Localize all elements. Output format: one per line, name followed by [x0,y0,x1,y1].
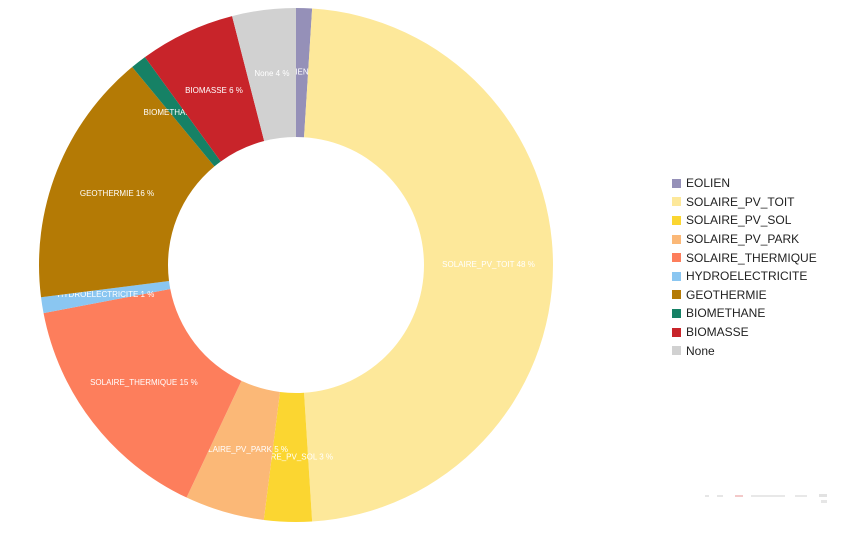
slice-solaire_pv_park[interactable] [186,380,280,520]
slice-solaire_pv_toit[interactable] [304,8,553,522]
legend-swatch [672,327,681,337]
legend-item-eolien[interactable]: EOLIEN [672,174,817,193]
slice-label-geothermie: GEOTHERMIE 16 % [80,189,154,198]
faint-watermark [705,494,827,503]
slice-solaire_pv_sol[interactable] [263,391,313,522]
legend-label: SOLAIRE_PV_PARK [686,232,800,247]
legend-label: SOLAIRE_PV_SOL [686,213,792,228]
legend-label: GEOTHERMIE [686,287,767,302]
legend-item-solaire_pv_toit[interactable]: SOLAIRE_PV_TOIT [672,193,817,212]
legend-item-solaire_thermique[interactable]: SOLAIRE_THERMIQUE [672,248,817,267]
legend-swatch [672,253,681,263]
legend-label: EOLIEN [686,176,731,191]
slice-eolien[interactable] [296,8,313,138]
slice-label-eolien: EOLIEN 1 % [279,68,324,77]
legend-swatch [672,290,681,300]
legend-item-solaire_pv_park[interactable]: SOLAIRE_PV_PARK [672,230,817,249]
slice-label-solaire_pv_park: SOLAIRE_PV_PARK 5 % [197,445,288,454]
legend-label: None [686,343,715,358]
legend-item-biomasse[interactable]: BIOMASSE [672,323,817,342]
slice-label-solaire_pv_sol: SOLAIRE_PV_SOL 3 % [247,453,333,462]
slice-label-solaire_thermique: SOLAIRE_THERMIQUE 15 % [90,378,198,387]
slice-biomethane[interactable] [132,57,221,167]
slice-none[interactable] [232,8,296,142]
slice-biomasse[interactable] [144,16,265,162]
slice-geothermie[interactable] [38,66,215,298]
slice-label-none: None 4 % [254,69,289,78]
slice-label-solaire_pv_toit: SOLAIRE_PV_TOIT 48 % [442,260,535,269]
slice-label-biomasse: BIOMASSE 6 % [185,86,243,95]
legend-swatch [672,271,681,281]
legend-swatch [672,308,681,318]
legend-item-geothermie[interactable]: GEOTHERMIE [672,286,817,305]
legend-label: BIOMETHANE [686,306,766,321]
slice-solaire_thermique[interactable] [43,288,242,498]
legend-label: HYDROELECTRICITE [686,269,808,284]
legend-label: BIOMASSE [686,325,749,340]
legend-item-hydroelectricite[interactable]: HYDROELECTRICITE [672,267,817,286]
legend-item-biomethane[interactable]: BIOMETHANE [672,304,817,323]
legend-swatch [672,197,681,207]
legend-swatch [672,178,681,188]
legend-swatch [672,346,681,356]
legend-label: SOLAIRE_THERMIQUE [686,250,817,265]
slice-hydroelectricite[interactable] [41,281,171,314]
legend-label: SOLAIRE_PV_TOIT [686,194,795,209]
legend-item-none[interactable]: None [672,341,817,360]
legend-swatch [672,234,681,244]
legend-swatch [672,215,681,225]
legend: EOLIEN SOLAIRE_PV_TOIT SOLAIRE_PV_SOL SOLAI… [672,174,817,360]
slice-label-hydroelectricite: HYDROELECTRICITE 1 % [57,290,154,299]
legend-item-solaire_pv_sol[interactable]: SOLAIRE_PV_SOL [672,211,817,230]
slice-label-biomethane: BIOMETHANE 1 % [144,108,213,117]
